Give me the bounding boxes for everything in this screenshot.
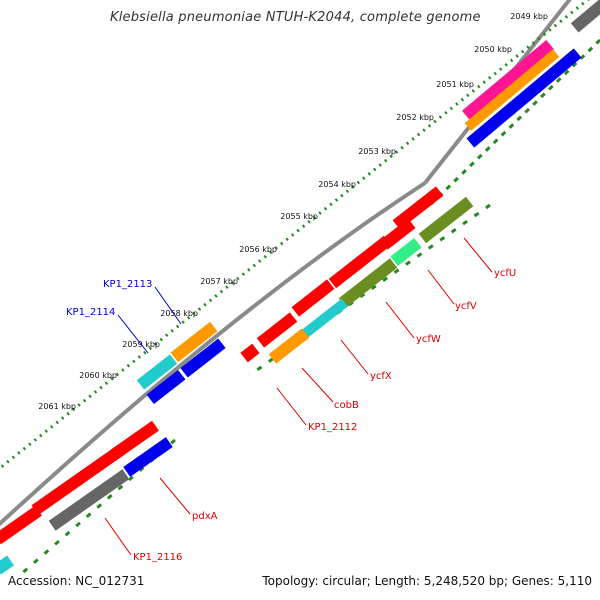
kbp-label: 2052 kbp xyxy=(396,113,434,122)
leader-line xyxy=(385,301,415,339)
gene-label: ycfU xyxy=(494,268,516,279)
gene-box-red-i xyxy=(0,505,42,545)
kbp-label: 2050 kbp xyxy=(474,45,512,54)
gene-box-red-d xyxy=(291,279,335,317)
leader-line xyxy=(159,477,191,515)
gene-label: KP1_2116 xyxy=(133,552,182,563)
kbp-label: 2057 kbp xyxy=(200,277,238,286)
tick-track-upper xyxy=(428,38,600,207)
leader-line xyxy=(301,367,334,403)
leader-line xyxy=(104,517,132,556)
gene-box-top-grey xyxy=(570,0,600,33)
gene-box-magenta xyxy=(462,40,554,120)
gene-box-blue-low xyxy=(123,437,173,477)
kbp-label: 2056 kbp xyxy=(239,245,277,254)
gene-box-orange-left xyxy=(170,321,218,363)
gene-box-orange-top xyxy=(464,49,560,131)
gene-label: ycfV xyxy=(455,301,477,312)
gene-box-grey-low xyxy=(48,469,130,531)
gene-box-blue-left-a xyxy=(180,338,226,378)
topology-text: Topology: circular; Length: 5,248,520 bp… xyxy=(262,574,592,588)
gene-label: cobB xyxy=(334,400,359,411)
leader-line xyxy=(463,237,493,273)
gene-box-red-b xyxy=(380,218,416,250)
gene-box-red-g xyxy=(111,420,159,460)
gene-box-cyan-mid xyxy=(302,298,348,338)
gene-box-olive-a xyxy=(418,196,474,244)
gene-box-blue-left-b xyxy=(146,369,186,405)
gene-label: KP1_2113 xyxy=(103,279,152,290)
gene-label: ycfX xyxy=(370,371,392,382)
kbp-label: 2049 kbp xyxy=(510,12,548,21)
leader-line xyxy=(117,314,149,354)
gene-box-red-e xyxy=(256,312,298,348)
leader-line xyxy=(340,339,369,375)
leader-line xyxy=(276,387,307,426)
feature-tick-track xyxy=(19,38,600,577)
gene-labels: ycfU ycfV ycfW ycfX cobB KP1_2112 pdxA KP1_2116… xyxy=(66,268,516,563)
genome-title: Klebsiella pneumoniae NTUH-K2044, comple… xyxy=(110,10,481,25)
kbp-label: 2051 kbp xyxy=(436,80,474,89)
kbp-label: 2061 kbp xyxy=(38,402,76,411)
kbp-label: 2060 kbp xyxy=(79,371,117,380)
gene-label: pdxA xyxy=(192,511,218,522)
ruler-dotted-track xyxy=(0,0,590,470)
kbp-label: 2058 kbp xyxy=(160,309,198,318)
feature-layer xyxy=(0,0,600,575)
gene-box-cyan-low xyxy=(0,555,14,575)
gene-box-red-c xyxy=(328,235,392,289)
gene-box-olive-b xyxy=(338,258,398,308)
gene-box-red-h xyxy=(31,444,125,516)
genome-backbone-lower xyxy=(0,181,427,527)
kbp-label: 2054 kbp xyxy=(318,180,356,189)
leader-line xyxy=(154,286,182,325)
kbp-label: 2053 kbp xyxy=(358,147,396,156)
leader-line xyxy=(427,269,455,305)
gene-label: KP1_2112 xyxy=(308,422,357,433)
accession-text: Accession: NC_012731 xyxy=(8,574,145,588)
gene-box-orange-mid xyxy=(268,328,310,364)
gene-label: KP1_2114 xyxy=(66,307,115,318)
gene-box-blue-top xyxy=(466,48,582,148)
gene-box-red-f xyxy=(240,343,260,363)
kbp-label: 2055 kbp xyxy=(280,212,318,221)
tick-track-lower xyxy=(19,438,176,577)
gene-box-green xyxy=(390,238,422,266)
gene-box-cyan-left xyxy=(136,354,178,390)
kbp-ruler: 2049 kbp 2050 kbp 2051 kbp 2052 kbp 2053 kbp… xyxy=(0,0,590,470)
gene-label: ycfW xyxy=(416,334,441,345)
label-leader-lines xyxy=(104,237,493,556)
gene-box-red-a xyxy=(392,186,444,230)
